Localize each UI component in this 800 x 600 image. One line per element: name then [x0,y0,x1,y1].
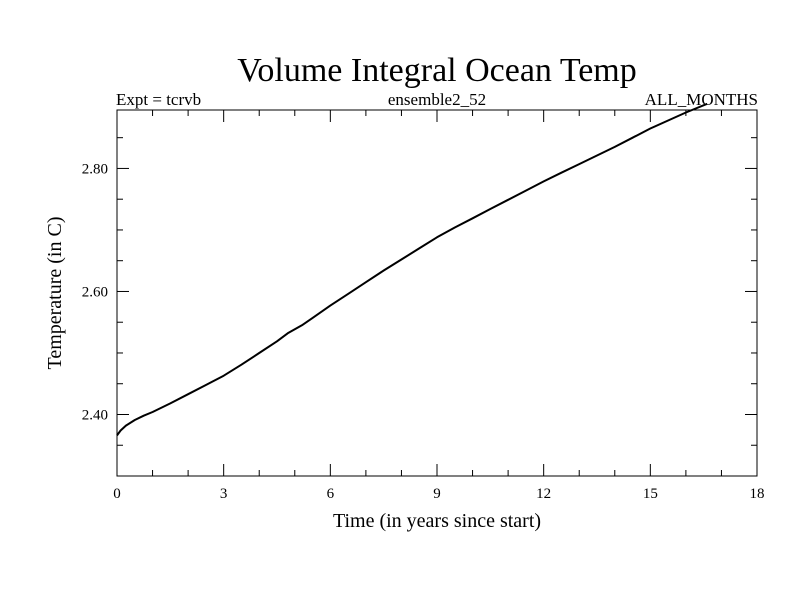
x-tick-label: 9 [433,486,441,502]
x-tick-label: 6 [327,486,335,502]
chart-title: Volume Integral Ocean Temp [237,52,637,89]
tick-marks [116,110,758,477]
x-tick-label: 18 [750,486,765,502]
x-tick-label: 12 [536,486,551,502]
y-axis-label: Temperature (in C) [44,217,66,370]
x-axis-label: Time (in years since start) [333,510,541,532]
subtitle-right: ALL_MONTHS [645,90,758,109]
y-tick-label: 2.60 [82,284,108,300]
plot-frame [116,109,758,477]
data-series-line [116,102,708,436]
y-tick-labels: 2.40 2.60 2.80 [82,161,108,423]
x-tick-label: 15 [643,486,658,502]
x-tick-label: 3 [220,486,228,502]
y-tick-label: 2.80 [82,161,108,177]
x-tick-label: 0 [113,486,121,502]
subtitle-center: ensemble2_52 [388,90,486,109]
x-tick-labels: 0 3 6 9 12 15 18 [113,486,764,502]
subtitle-left: Expt = tcrvb [116,90,201,109]
y-tick-label: 2.40 [82,407,108,423]
